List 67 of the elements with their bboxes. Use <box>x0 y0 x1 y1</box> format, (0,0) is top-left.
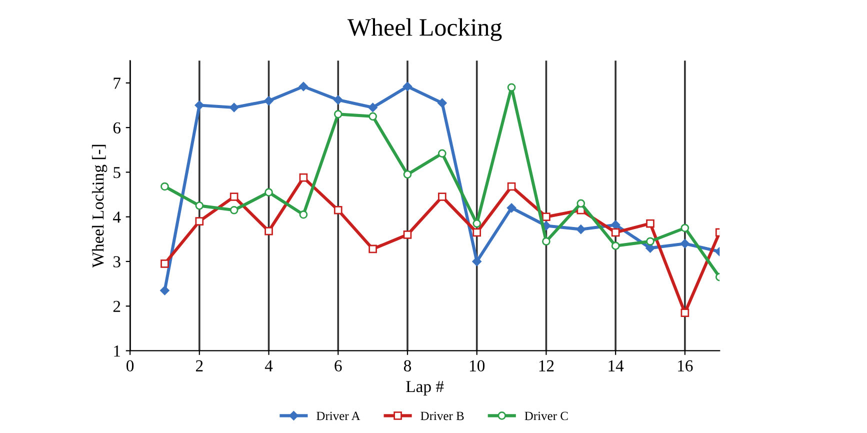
point <box>403 170 412 179</box>
x-tick-label: 16 <box>678 360 693 372</box>
point <box>264 188 273 196</box>
y-tick-label: 6 <box>113 122 121 134</box>
point <box>229 102 239 112</box>
y-tick-label: 3 <box>113 256 120 268</box>
point <box>506 203 516 213</box>
point <box>576 224 586 234</box>
point <box>402 82 412 92</box>
x-tick-label: 10 <box>470 360 485 372</box>
point <box>299 173 308 182</box>
x-tick-label: 12 <box>539 360 554 372</box>
point <box>230 206 238 214</box>
point <box>334 206 342 214</box>
point <box>368 112 377 121</box>
y-tick-label: 5 <box>114 167 120 178</box>
point <box>194 100 204 110</box>
point <box>438 192 446 201</box>
x-tick-label: 0 <box>126 360 134 372</box>
point <box>334 110 342 118</box>
point <box>542 212 550 221</box>
point <box>438 98 447 108</box>
point <box>160 260 169 268</box>
x-tick-label: 6 <box>334 360 342 372</box>
x-axis-title: Lap # <box>406 381 444 396</box>
point <box>160 182 169 191</box>
point <box>576 199 586 208</box>
chart-title: Wheel Locking <box>347 18 502 42</box>
point <box>680 238 690 248</box>
x-tick-label: 8 <box>404 360 412 372</box>
point <box>195 202 204 210</box>
point <box>472 228 482 237</box>
point <box>264 226 273 236</box>
point <box>646 219 654 228</box>
y-axis-title: Wheel Locking [-] <box>92 144 108 268</box>
point <box>611 228 620 237</box>
point <box>368 102 378 112</box>
point <box>507 83 516 92</box>
point <box>680 224 690 232</box>
point <box>334 95 343 105</box>
legend-label: Driver C <box>524 412 568 420</box>
x-tick-label: 14 <box>608 360 624 372</box>
point <box>680 308 690 317</box>
y-tick-label: 1 <box>114 346 120 357</box>
point <box>368 244 377 254</box>
point <box>438 149 446 158</box>
point <box>403 230 412 239</box>
legend-label: Driver A <box>316 412 360 420</box>
legend-label: Driver B <box>420 412 464 420</box>
point <box>264 96 274 106</box>
point <box>507 182 516 191</box>
point <box>230 192 238 201</box>
point <box>542 237 550 246</box>
point <box>611 242 620 250</box>
point <box>298 82 308 92</box>
point <box>160 286 170 296</box>
y-tick-label: 4 <box>113 212 121 223</box>
x-tick-label: 4 <box>264 360 273 372</box>
point <box>610 220 620 230</box>
point <box>646 237 654 246</box>
point <box>195 217 204 226</box>
y-tick-label: 2 <box>113 300 120 312</box>
point <box>472 256 482 266</box>
point <box>299 210 308 219</box>
x-tick-label: 2 <box>196 360 203 372</box>
y-tick-label: 7 <box>114 78 121 89</box>
point <box>472 219 482 228</box>
